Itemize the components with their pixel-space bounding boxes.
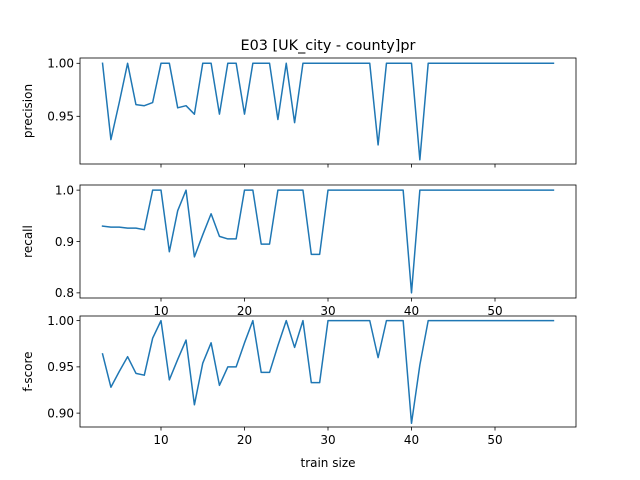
recall-y-tick-label: 1.0 bbox=[55, 183, 74, 197]
recall-x-tick-label: 20 bbox=[237, 304, 252, 318]
f-score-y-tick-label: 0.90 bbox=[47, 406, 74, 420]
recall-x-tick-label: 50 bbox=[487, 304, 502, 318]
recall-x-tick-label: 30 bbox=[320, 304, 335, 318]
precision-series-line bbox=[101, 62, 555, 161]
f-score-x-tick-label: 50 bbox=[487, 433, 502, 447]
f-score-y-tick-label: 0.95 bbox=[47, 360, 74, 374]
f-score-y-axis-label: f-score bbox=[21, 351, 35, 391]
precision-panel: precision 0.95 1.00 bbox=[21, 57, 577, 168]
x-axis-label: train size bbox=[300, 456, 355, 470]
f-score-x-tick-label: 30 bbox=[320, 433, 335, 447]
recall-y-tick-label: 0.8 bbox=[55, 286, 74, 300]
precision-y-tick-label: 1.00 bbox=[47, 57, 74, 71]
f-score-x-tick-label: 20 bbox=[237, 433, 252, 447]
chart-title: E03 [UK_city - county]pr bbox=[241, 38, 416, 54]
recall-y-tick-label: 0.9 bbox=[55, 235, 74, 249]
precision-y-tick-label: 0.95 bbox=[47, 110, 74, 124]
f-score-panel: f-score 0.90 0.95 1.00 10 20 30 40 50 bbox=[21, 314, 577, 447]
recall-x-tick-label: 10 bbox=[153, 304, 168, 318]
f-score-y-tick-label: 1.00 bbox=[47, 314, 74, 328]
recall-y-axis-label: recall bbox=[21, 225, 35, 258]
f-score-series-line bbox=[101, 319, 555, 425]
panels: precision 0.95 1.00 recall 0.8 0.9 1.0 10 20 30 40… bbox=[21, 57, 577, 447]
recall-panel: recall 0.8 0.9 1.0 10 20 30 40 50 bbox=[21, 183, 577, 318]
f-score-x-tick-label: 40 bbox=[404, 433, 419, 447]
recall-x-tick-label: 40 bbox=[404, 304, 419, 318]
recall-series-line bbox=[101, 189, 555, 294]
f-score-x-tick-label: 10 bbox=[153, 433, 168, 447]
precision-y-axis-label: precision bbox=[21, 84, 35, 138]
